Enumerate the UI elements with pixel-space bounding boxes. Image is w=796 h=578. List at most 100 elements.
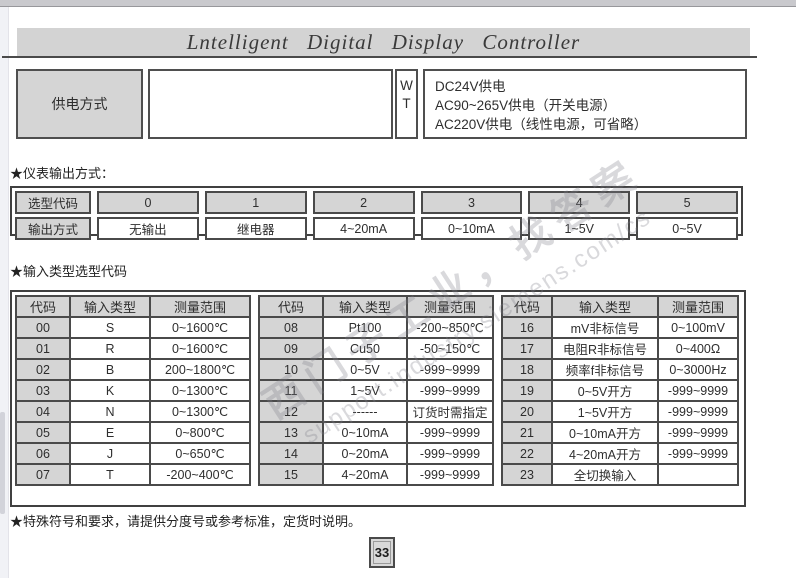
output-mode-cell: 0~5V [636, 217, 738, 240]
input-range-cell: 0~650℃ [149, 442, 251, 465]
input-type-cell: 0~10mA [322, 421, 408, 444]
input-range-cell: -999~9999 [406, 379, 494, 402]
input-header-cell: 测量范围 [149, 295, 251, 318]
input-row: 06 J 0~650℃ [15, 442, 251, 465]
input-type-cell: 电阻R非标信号 [551, 337, 659, 360]
power-blank-cell [148, 69, 393, 139]
output-code-cell: 4 [528, 191, 631, 214]
input-row: 02 B 200~1800℃ [15, 358, 251, 381]
output-section-heading: ★仪表输出方式： [10, 166, 115, 181]
input-range-cell: -999~9999 [406, 442, 494, 465]
input-row: 05 E 0~800℃ [15, 421, 251, 444]
input-range-cell: 0~1300℃ [149, 400, 251, 423]
input-table-box: 代码 输入类型 测量范围 00 S 0~1600℃ 01 R 0~1600℃ 02 B 200~180… [10, 290, 746, 507]
input-row: 23 全切换输入 [501, 463, 739, 486]
input-range-cell: -200~400℃ [149, 463, 251, 486]
input-row: 17 电阻R非标信号 0~400Ω [501, 337, 739, 360]
input-code-cell: 13 [258, 421, 324, 444]
output-code-cell: 3 [420, 191, 523, 214]
output-mode-cell: 1~5V [528, 217, 631, 240]
input-type-cell: N [69, 400, 151, 423]
input-header-cell: 代码 [258, 295, 324, 318]
input-header-cell: 测量范围 [657, 295, 739, 318]
output-mode-cell: 0~10mA [420, 217, 523, 240]
input-range-cell: 0~1600℃ [149, 316, 251, 339]
input-type-cell: Pt100 [322, 316, 408, 339]
left-edge-strip [0, 7, 9, 578]
input-code-cell: 19 [501, 379, 553, 402]
input-row: 01 R 0~1600℃ [15, 337, 251, 360]
output-table: 选型代码 0 1 2 3 4 5 输出方式 无输出 继电器 4~20mA 0~10mA 1~5V 0~5V [10, 186, 743, 240]
input-code-cell: 21 [501, 421, 553, 444]
input-type-cell: 0~20mA [322, 442, 408, 465]
input-code-cell: 17 [501, 337, 553, 360]
input-group-table: 代码 输入类型 测量范围 16 mV非标信号 0~100mV 17 电阻R非标信号 0~400Ω… [501, 295, 739, 486]
input-group-table: 代码 输入类型 测量范围 08 Pt100 -200~850℃ 09 Cu50 -50~150℃… [258, 295, 494, 486]
power-code-w: W [400, 78, 413, 93]
input-row: 03 K 0~1300℃ [15, 379, 251, 402]
input-type-cell: 0~5V开方 [551, 379, 659, 402]
input-code-cell: 12 [258, 400, 324, 423]
power-option: AC220V供电（线性电源，可省略） [435, 117, 648, 132]
input-row: 04 N 0~1300℃ [15, 400, 251, 423]
input-header-cell: 输入类型 [551, 295, 659, 318]
input-code-cell: 06 [15, 442, 71, 465]
page-number-box: 33 [369, 537, 395, 568]
input-code-cell: 03 [15, 379, 71, 402]
input-row: 21 0~10mA开方 -999~9999 [501, 421, 739, 444]
input-range-cell: 0~800℃ [149, 421, 251, 444]
output-row1-label: 选型代码 [15, 191, 91, 214]
input-code-cell: 02 [15, 358, 71, 381]
input-header-row: 代码 输入类型 测量范围 [258, 295, 494, 318]
input-row: 18 频率f非标信号 0~3000Hz [501, 358, 739, 381]
footnote: ★特殊符号和要求，请提供分度号或参考标准，定货时说明。 [10, 514, 362, 529]
input-type-cell: 1~5V开方 [551, 400, 659, 423]
input-row: 14 0~20mA -999~9999 [258, 442, 494, 465]
input-code-cell: 07 [15, 463, 71, 486]
input-range-cell: -999~9999 [406, 421, 494, 444]
input-range-cell: 0~1600℃ [149, 337, 251, 360]
input-range-cell: -999~9999 [406, 463, 494, 486]
power-code-cell: W T [395, 69, 418, 139]
input-type-cell: K [69, 379, 151, 402]
input-code-cell: 09 [258, 337, 324, 360]
output-row2-label: 输出方式 [15, 217, 91, 240]
input-code-cell: 15 [258, 463, 324, 486]
input-range-cell: 0~400Ω [657, 337, 739, 360]
input-code-cell: 08 [258, 316, 324, 339]
input-code-cell: 20 [501, 400, 553, 423]
input-type-cell: 全切换输入 [551, 463, 659, 486]
input-row: 12 ------ 订货时需指定 [258, 400, 494, 423]
input-section-heading: ★输入类型选型代码 [10, 264, 128, 279]
input-type-cell: Cu50 [322, 337, 408, 360]
input-type-cell: R [69, 337, 151, 360]
output-mode-cell: 无输出 [97, 217, 199, 240]
input-range-cell: -200~850℃ [406, 316, 494, 339]
input-header-cell: 输入类型 [69, 295, 151, 318]
input-range-cell: -50~150℃ [406, 337, 494, 360]
power-option: DC24V供电 [435, 79, 506, 94]
power-option: AC90~265V供电（开关电源） [435, 98, 617, 113]
power-label-cell: 供电方式 [16, 69, 143, 139]
input-type-cell: S [69, 316, 151, 339]
input-row: 15 4~20mA -999~9999 [258, 463, 494, 486]
input-row: 11 1~5V -999~9999 [258, 379, 494, 402]
input-range-cell: -999~9999 [657, 379, 739, 402]
input-range-cell: 0~100mV [657, 316, 739, 339]
top-edge-strip [0, 0, 796, 7]
input-row: 00 S 0~1600℃ [15, 316, 251, 339]
page-edge-shade [0, 412, 5, 514]
output-mode-cell: 继电器 [204, 217, 307, 240]
input-header-cell: 测量范围 [406, 295, 494, 318]
input-type-cell: 4~20mA [322, 463, 408, 486]
input-range-cell: -999~9999 [657, 421, 739, 444]
output-code-cell: 5 [636, 191, 738, 214]
input-range-cell: -999~9999 [657, 442, 739, 465]
input-type-cell: J [69, 442, 151, 465]
input-range-cell [657, 463, 739, 486]
input-header-cell: 代码 [501, 295, 553, 318]
title-underline [2, 56, 757, 58]
input-code-cell: 04 [15, 400, 71, 423]
page-number: 33 [373, 541, 391, 564]
